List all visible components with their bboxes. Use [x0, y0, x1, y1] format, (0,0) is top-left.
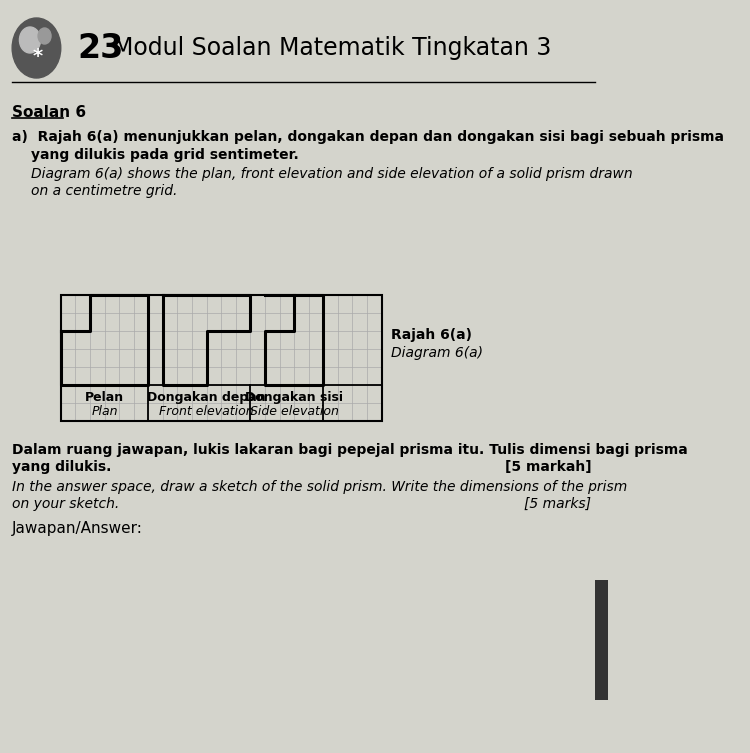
Text: *: * — [33, 47, 44, 66]
Text: Rajah 6(a): Rajah 6(a) — [392, 328, 472, 342]
Text: Side elevation: Side elevation — [250, 405, 338, 418]
Text: Dongakan sisi: Dongakan sisi — [245, 391, 343, 404]
Bar — [61, 295, 382, 421]
Bar — [596, 580, 608, 700]
Text: on your sketch.: on your sketch. — [12, 497, 119, 511]
Text: yang dilukis.: yang dilukis. — [12, 460, 112, 474]
Text: Plan: Plan — [92, 405, 118, 418]
Text: yang dilukis pada grid sentimeter.: yang dilukis pada grid sentimeter. — [31, 148, 299, 162]
Text: Pelan: Pelan — [85, 391, 124, 404]
Text: Diagram 6(a): Diagram 6(a) — [392, 346, 483, 360]
Text: Front elevation: Front elevation — [159, 405, 254, 418]
Text: Dongakan depan: Dongakan depan — [147, 391, 266, 404]
Text: on a centimetre grid.: on a centimetre grid. — [31, 184, 177, 198]
Circle shape — [38, 28, 51, 44]
Circle shape — [20, 27, 40, 53]
Text: 23: 23 — [77, 32, 123, 65]
Text: Soalan 6: Soalan 6 — [12, 105, 86, 120]
Text: Jawapan/Answer:: Jawapan/Answer: — [12, 521, 143, 536]
Text: Modul Soalan Matematik Tingkatan 3: Modul Soalan Matematik Tingkatan 3 — [113, 36, 552, 60]
Text: [5 marks]: [5 marks] — [524, 497, 592, 511]
Text: Dalam ruang jawapan, lukis lakaran bagi pepejal prisma itu. Tulis dimensi bagi p: Dalam ruang jawapan, lukis lakaran bagi … — [12, 443, 688, 457]
Circle shape — [12, 18, 61, 78]
Text: [5 markah]: [5 markah] — [505, 460, 592, 474]
Text: In the answer space, draw a sketch of the solid prism. Write the dimensions of t: In the answer space, draw a sketch of th… — [12, 480, 628, 494]
Text: Diagram 6(a) shows the plan, front elevation and side elevation of a solid prism: Diagram 6(a) shows the plan, front eleva… — [31, 167, 632, 181]
Text: a)  Rajah 6(a) menunjukkan pelan, dongakan depan dan dongakan sisi bagi sebuah p: a) Rajah 6(a) menunjukkan pelan, dongaka… — [12, 130, 724, 144]
